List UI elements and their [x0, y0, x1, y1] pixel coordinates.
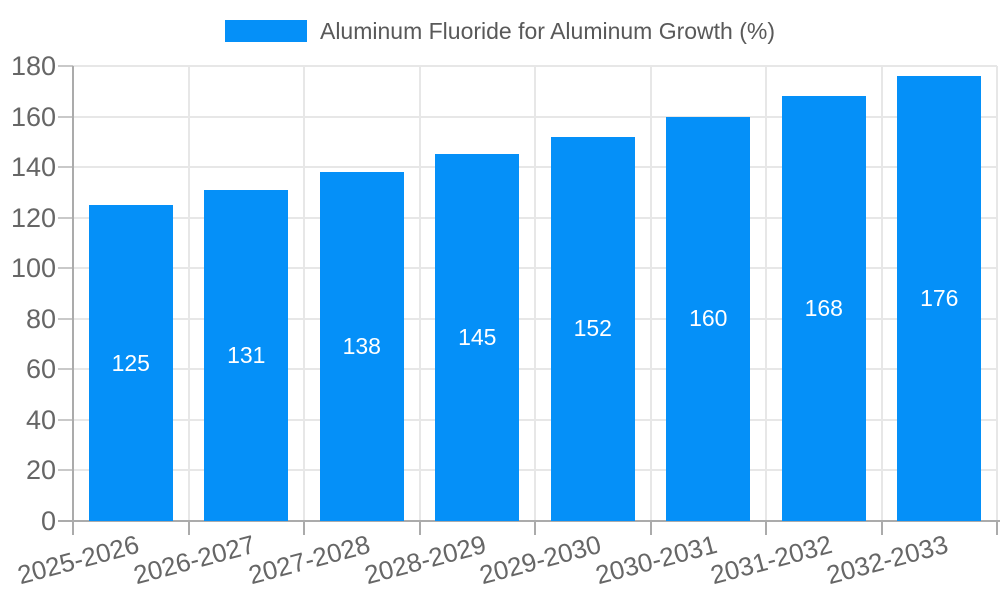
y-tick-mark	[58, 216, 73, 219]
y-tick-mark	[58, 267, 73, 270]
x-tick-mark	[996, 521, 998, 535]
y-tick-label: 100	[10, 253, 56, 284]
gridline-v	[303, 66, 305, 521]
x-tick-label: 2027-2028	[245, 529, 374, 591]
y-tick-mark	[58, 418, 73, 421]
x-tick-mark	[303, 521, 305, 535]
y-axis-line	[72, 66, 74, 535]
bar-value-label: 176	[920, 285, 959, 312]
x-axis-line	[58, 520, 1000, 522]
x-tick-mark	[880, 521, 883, 535]
x-tick-label: 2028-2029	[361, 529, 490, 591]
x-tick-label: 2025-2026	[14, 529, 143, 591]
bar-2032-2033: 176	[897, 76, 982, 521]
x-tick-label: 2029-2030	[476, 529, 605, 591]
legend-series-label: Aluminum Fluoride for Aluminum Growth (%…	[319, 17, 776, 44]
bar-2028-2029: 145	[435, 154, 520, 521]
y-tick-label: 160	[10, 101, 56, 132]
x-tick-label: 2026-2027	[130, 529, 259, 591]
bar-2026-2027: 131	[204, 189, 289, 521]
y-tick-mark	[58, 166, 73, 169]
x-tick-mark	[187, 521, 190, 535]
y-tick-label: 80	[25, 303, 56, 334]
y-tick-mark	[58, 115, 73, 118]
gridline-v	[880, 66, 883, 521]
y-tick-mark	[58, 368, 73, 371]
x-tick-mark	[649, 521, 652, 535]
bar-value-label: 152	[573, 315, 612, 342]
bar-2030-2031: 160	[666, 116, 751, 521]
y-tick-label: 180	[10, 51, 56, 81]
bar-value-label: 131	[227, 341, 266, 368]
x-tick-mark	[534, 521, 536, 535]
gridline-v	[534, 66, 536, 521]
x-tick-label: 2031-2032	[707, 529, 836, 591]
bar-2025-2026: 125	[88, 205, 173, 521]
chart-legend[interactable]: Aluminum Fluoride for Aluminum Growth (%…	[0, 17, 1000, 45]
y-tick-mark	[58, 469, 73, 472]
y-tick-mark	[58, 317, 73, 320]
x-tick-label: 2032-2033	[823, 529, 952, 591]
y-tick-label: 60	[25, 354, 56, 385]
y-tick-label: 120	[10, 202, 56, 233]
bar-value-label: 138	[342, 333, 381, 360]
x-tick-mark	[418, 521, 421, 535]
y-tick-label: 40	[25, 404, 56, 435]
bar-value-label: 160	[689, 305, 728, 332]
bar-2031-2032: 168	[781, 96, 866, 521]
gridline-v	[418, 66, 421, 521]
x-tick-mark	[765, 521, 767, 535]
y-tick-mark	[58, 65, 73, 67]
bar-2027-2028: 138	[319, 172, 404, 521]
gridline-v	[765, 66, 767, 521]
y-tick-label: 20	[25, 455, 56, 486]
gridline-v	[187, 66, 190, 521]
bar-value-label: 145	[458, 324, 497, 351]
y-tick-label: 0	[40, 506, 56, 536]
y-tick-label: 140	[10, 152, 56, 183]
bar-value-label: 125	[111, 349, 150, 376]
x-tick-label: 2030-2031	[592, 529, 721, 591]
legend-swatch	[224, 20, 307, 42]
bar-value-label: 168	[804, 295, 843, 322]
gridline-v	[649, 66, 652, 521]
gridline-v	[996, 66, 998, 521]
bar-2029-2030: 152	[550, 136, 635, 521]
